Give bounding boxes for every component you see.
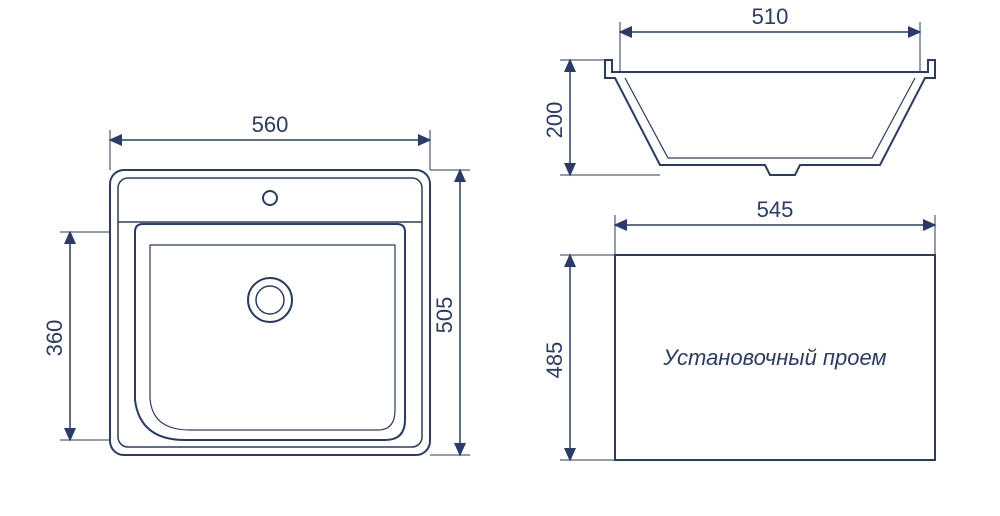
dim-value: 360: [42, 320, 67, 357]
dim-cutout-width: 545: [615, 197, 935, 255]
dim-side-width: 510: [620, 4, 920, 72]
dim-value: 510: [752, 4, 789, 29]
dim-cutout-height: 485: [542, 255, 615, 460]
dim-value: 545: [757, 197, 794, 222]
dim-top-height: 505: [430, 170, 470, 455]
dim-top-width: 560: [110, 112, 430, 170]
dim-side-depth: 200: [542, 60, 660, 175]
technical-drawing: 560 505 360 510: [0, 0, 1000, 516]
cutout-label: Установочный проем: [662, 345, 886, 370]
side-view: 510 200: [542, 4, 935, 175]
dim-value: 200: [542, 102, 567, 139]
dim-value: 505: [432, 297, 457, 334]
dim-value: 485: [542, 342, 567, 379]
dim-bowl-height: 360: [42, 232, 110, 440]
dim-value: 560: [252, 112, 289, 137]
cutout-view: Установочный проем 545 485: [542, 197, 935, 460]
top-view: 560 505 360: [42, 112, 470, 455]
